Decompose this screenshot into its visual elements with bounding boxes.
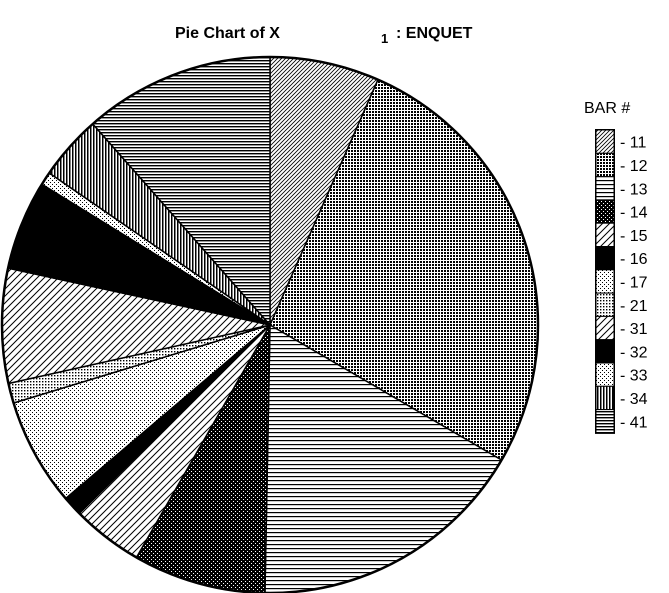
legend-swatch-41: [595, 409, 615, 434]
legend-swatch-16: [595, 246, 615, 271]
legend-swatch-14: [595, 199, 615, 224]
legend-label-15: - 15: [620, 228, 648, 245]
chart-title: Pie Chart of X 1 : ENQUET: [175, 25, 473, 46]
legend-label-33: - 33: [620, 368, 648, 385]
legend-label-34: - 34: [620, 391, 648, 408]
legend-swatch-34: [595, 385, 615, 411]
legend-swatch-21: [595, 292, 615, 317]
legend-label-11: - 11: [620, 135, 646, 152]
legend-label-12: - 12: [620, 158, 648, 175]
pie-outline: [0, 55, 540, 593]
legend-swatch-12: [595, 152, 615, 178]
legend-swatch-17: [595, 269, 615, 294]
legend-swatch-32: [595, 339, 615, 364]
title-suffix: : ENQUET: [396, 25, 473, 42]
title-main: Pie Chart of X: [175, 25, 280, 42]
legend-swatch-11: [595, 129, 615, 154]
legend-swatch-13: [595, 176, 615, 201]
legend: BAR # - 11 - 12 - 13 - 14 - 15 - 16 - 17 - 21 - …: [584, 100, 648, 434]
legend-label-14: - 14: [620, 205, 648, 222]
legend-label-16: - 16: [620, 251, 648, 268]
legend-label-31: - 31: [620, 321, 648, 338]
legend-label-41: - 41: [620, 414, 648, 431]
legend-label-17: - 17: [620, 274, 648, 291]
title-subscript: 1: [381, 31, 388, 46]
legend-label-32: - 32: [620, 344, 648, 361]
legend-swatch-15: [595, 222, 615, 247]
legend-label-21: - 21: [620, 298, 648, 315]
legend-label-13: - 13: [620, 181, 648, 198]
legend-swatch-31: [595, 315, 615, 341]
legend-swatch-33: [595, 362, 615, 387]
pie-slices: [1, 56, 539, 593]
legend-title: BAR #: [584, 100, 630, 117]
